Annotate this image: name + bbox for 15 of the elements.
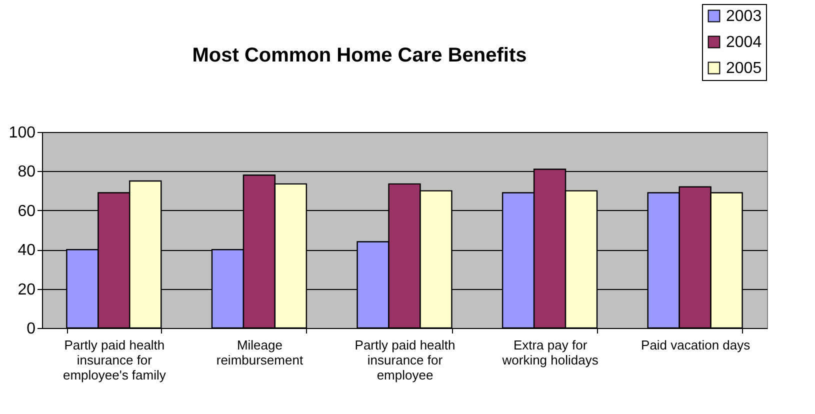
y-tick-label: 0: [26, 320, 36, 338]
y-tick-label: 20: [18, 281, 36, 298]
chart-title: Most Common Home Care Benefits: [192, 44, 527, 66]
y-tick-label: 40: [18, 242, 36, 260]
x-tick-label: Partly paid health insurance for employee's family: [62, 338, 166, 382]
x-tick-label: Paid vacation days: [641, 338, 751, 352]
legend-label: 2004: [726, 34, 762, 51]
legend-label: 2003: [726, 8, 762, 25]
x-tick-label: Extra pay for working holidays: [501, 338, 599, 368]
x-tick-label: Mileage reimbursement: [216, 338, 304, 368]
legend-label: 2005: [726, 60, 762, 77]
y-tick-label: 60: [18, 202, 36, 220]
y-tick-label: 80: [18, 164, 36, 181]
x-tick-label: Partly paid health insurance for employee: [354, 338, 456, 382]
y-tick-label: 100: [8, 124, 36, 142]
